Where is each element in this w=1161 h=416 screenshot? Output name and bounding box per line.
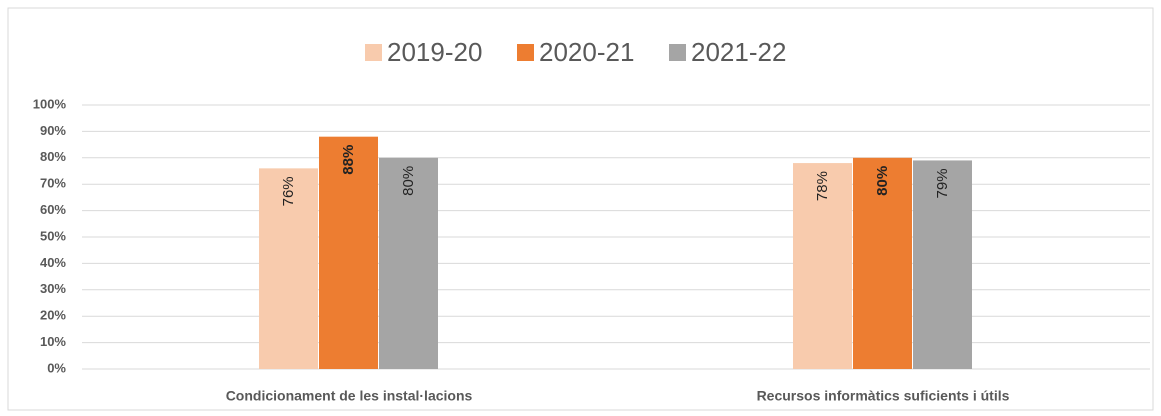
y-tick-label: 50% [40, 228, 66, 243]
bar [379, 157, 438, 369]
value-label: 76% [280, 176, 297, 206]
value-label: 78% [814, 171, 831, 201]
y-tick-label: 0% [47, 360, 66, 375]
y-tick-label: 80% [40, 149, 66, 164]
value-label: 80% [400, 166, 417, 196]
y-tick-label: 90% [40, 123, 66, 138]
x-tick-label: Condicionament de les instal·lacions [226, 388, 473, 404]
value-label: 88% [340, 145, 357, 175]
bar [259, 168, 318, 369]
y-tick-label: 10% [40, 334, 66, 349]
y-tick-label: 40% [40, 255, 66, 270]
bar [913, 160, 972, 369]
chart-border [7, 7, 1154, 411]
value-label: 80% [874, 166, 891, 196]
legend-label: 2021-22 [691, 37, 786, 67]
value-label: 79% [934, 168, 951, 198]
bar [853, 157, 912, 369]
bar [793, 163, 852, 369]
bar [319, 136, 378, 369]
legend-swatch [517, 44, 534, 61]
legend-label: 2019-20 [387, 37, 482, 67]
x-tick-label: Recursos informàtics suficients i útils [757, 388, 1010, 404]
y-tick-label: 20% [40, 308, 66, 323]
y-tick-label: 100% [33, 96, 67, 111]
y-tick-label: 70% [40, 176, 66, 191]
legend-swatch [365, 44, 382, 61]
legend-swatch [669, 44, 686, 61]
y-tick-label: 60% [40, 202, 66, 217]
legend-label: 2020-21 [539, 37, 634, 67]
y-tick-label: 30% [40, 281, 66, 296]
